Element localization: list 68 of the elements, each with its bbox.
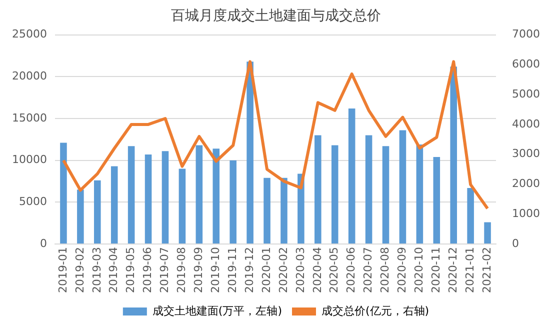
x-tick-label: 2021-02	[480, 247, 494, 294]
bar	[162, 151, 169, 244]
bar	[280, 178, 288, 244]
bar	[60, 142, 67, 244]
bar	[110, 166, 118, 244]
y2-tick-label: 5000	[512, 87, 540, 100]
bar	[399, 130, 406, 244]
x-tick-label: 2019-09	[192, 247, 206, 294]
x-tick-label: 2020-07	[362, 247, 375, 294]
y2-tick-label: 3000	[512, 147, 540, 160]
x-tick-label: 2019-08	[175, 247, 188, 294]
legend-label: 成交总价(亿元，右轴)	[322, 304, 430, 318]
y2-tick-label: 0	[512, 236, 520, 250]
chart-title: 百城月度成交土地建面与成交总价	[171, 8, 381, 24]
y-tick-label: 15000	[12, 111, 47, 124]
bar	[382, 146, 390, 244]
x-tick-label: 2020-02	[276, 247, 290, 294]
bar	[212, 148, 220, 244]
x-tick-label: 2020-08	[378, 247, 392, 294]
x-tick-label: 2019-01	[56, 247, 70, 294]
x-tick-label: 2019-06	[141, 247, 154, 294]
bar	[144, 154, 152, 244]
y2-tick-label: 2000	[512, 177, 540, 190]
x-tick-label: 2020-03	[294, 247, 307, 294]
x-tick-label: 2020-04	[310, 247, 324, 294]
legend-label: 成交土地建面(万平，左轴)	[152, 304, 282, 318]
x-tick-label: 2019-11	[226, 247, 239, 294]
x-tick-label: 2019-04	[107, 247, 120, 294]
y2-tick-label: 1000	[512, 207, 540, 220]
bar	[230, 160, 236, 244]
bar	[314, 135, 322, 244]
x-tick-label: 2020-06	[344, 247, 358, 294]
bar	[331, 145, 338, 244]
bar	[178, 168, 186, 244]
x-tick-label: 2019-03	[90, 247, 104, 294]
x-tick-label: 2019-12	[242, 247, 256, 294]
x-tick-label: 2020-10	[412, 247, 426, 294]
bar	[416, 144, 424, 244]
bar	[196, 145, 203, 244]
bar	[77, 190, 84, 244]
bar	[94, 180, 101, 244]
bar	[128, 146, 135, 244]
x-tick-label: 2019-02	[73, 247, 86, 294]
bar	[467, 188, 474, 244]
y-tick-label: 5000	[18, 195, 47, 208]
y-tick-label: 20000	[12, 70, 47, 83]
y2-tick-label: 7000	[512, 28, 540, 41]
y2-tick-label: 6000	[512, 58, 540, 71]
x-tick-label: 2019-07	[158, 247, 172, 294]
y-tick-label: 0	[40, 236, 47, 250]
bar	[365, 135, 372, 244]
x-tick-label: 2020-05	[328, 247, 341, 294]
y-tick-label: 25000	[12, 28, 47, 41]
bar	[348, 108, 356, 244]
bar	[484, 222, 491, 244]
bar	[264, 178, 270, 244]
y-tick-label: 10000	[12, 153, 47, 166]
bar	[450, 66, 457, 244]
x-tick-label: 2019-10	[208, 247, 222, 294]
x-tick-label: 2020-01	[260, 247, 273, 294]
bar	[246, 62, 254, 244]
y2-tick-label: 4000	[512, 117, 540, 130]
x-tick-label: 2020-09	[396, 247, 409, 294]
x-tick-label: 2020-12	[446, 247, 460, 294]
x-tick-label: 2021-01	[463, 247, 476, 294]
x-tick-label: 2020-11	[430, 247, 442, 294]
bar	[433, 156, 440, 244]
x-tick-label: 2019-05	[124, 247, 138, 294]
